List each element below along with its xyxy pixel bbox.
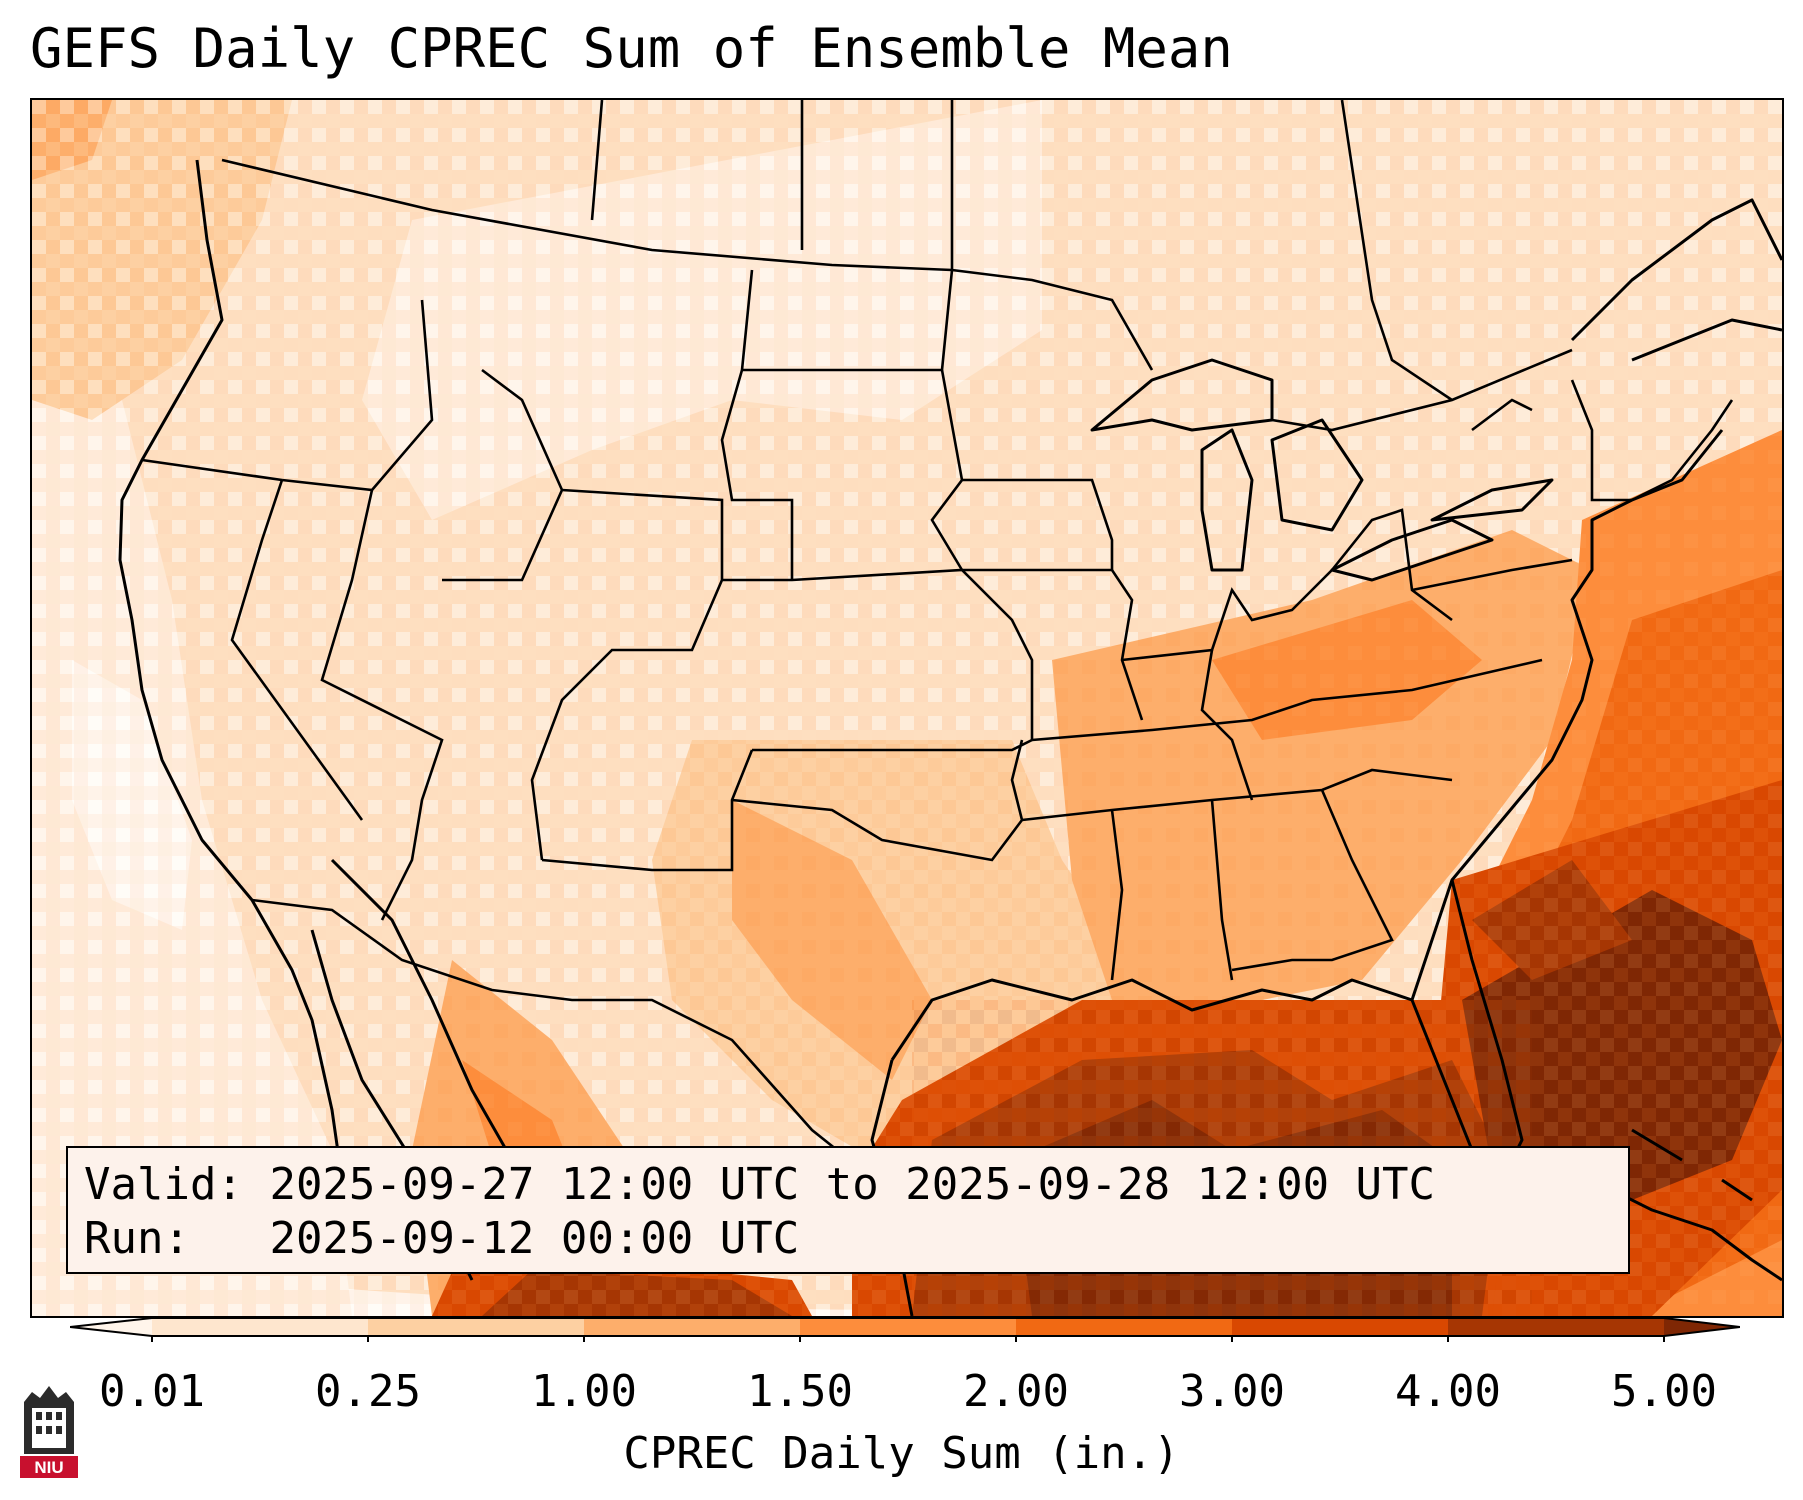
colorbar-segment (584, 1318, 800, 1336)
colorbar-segment (70, 1318, 152, 1336)
colorbar-label: CPREC Daily Sum (in.) (623, 1428, 1180, 1479)
precipitation-map (30, 98, 1784, 1318)
colorbar-segment (1232, 1318, 1448, 1336)
colorbar-segment (152, 1318, 368, 1336)
colorbar-tick-label: 1.00 (531, 1366, 637, 1417)
logo-text: NIU (34, 1458, 63, 1477)
niu-logo: NIU (20, 1382, 78, 1478)
map-title: GEFS Daily CPREC Sum of Ensemble Mean (30, 17, 1233, 80)
colorbar-tick-label: 0.25 (315, 1366, 421, 1417)
colorbar-segment (368, 1318, 584, 1336)
colorbar (70, 1317, 1740, 1342)
colorbar-tick-label: 3.00 (1179, 1366, 1285, 1417)
colorbar-tick-label: 4.00 (1395, 1366, 1501, 1417)
colorbar-segment (1664, 1318, 1740, 1336)
validity-info-box: Valid: 2025-09-27 12:00 UTC to 2025-09-2… (66, 1146, 1630, 1274)
valid-time-range: 2025-09-27 12:00 UTC to 2025-09-28 12:00… (269, 1159, 1436, 1210)
colorbar-segment (1448, 1318, 1664, 1336)
run-label: Run: (84, 1213, 190, 1264)
colorbar-tick-label: 1.50 (747, 1366, 853, 1417)
colorbar-tick-label: 2.00 (963, 1366, 1069, 1417)
colorbar-tick-label: 5.00 (1611, 1366, 1717, 1417)
colorbar-segment (800, 1318, 1016, 1336)
run-time: 2025-09-12 00:00 UTC (269, 1213, 800, 1264)
valid-label: Valid: (84, 1159, 243, 1210)
colorbar-segment (1016, 1318, 1232, 1336)
colorbar-tick-label: 0.01 (99, 1366, 205, 1417)
